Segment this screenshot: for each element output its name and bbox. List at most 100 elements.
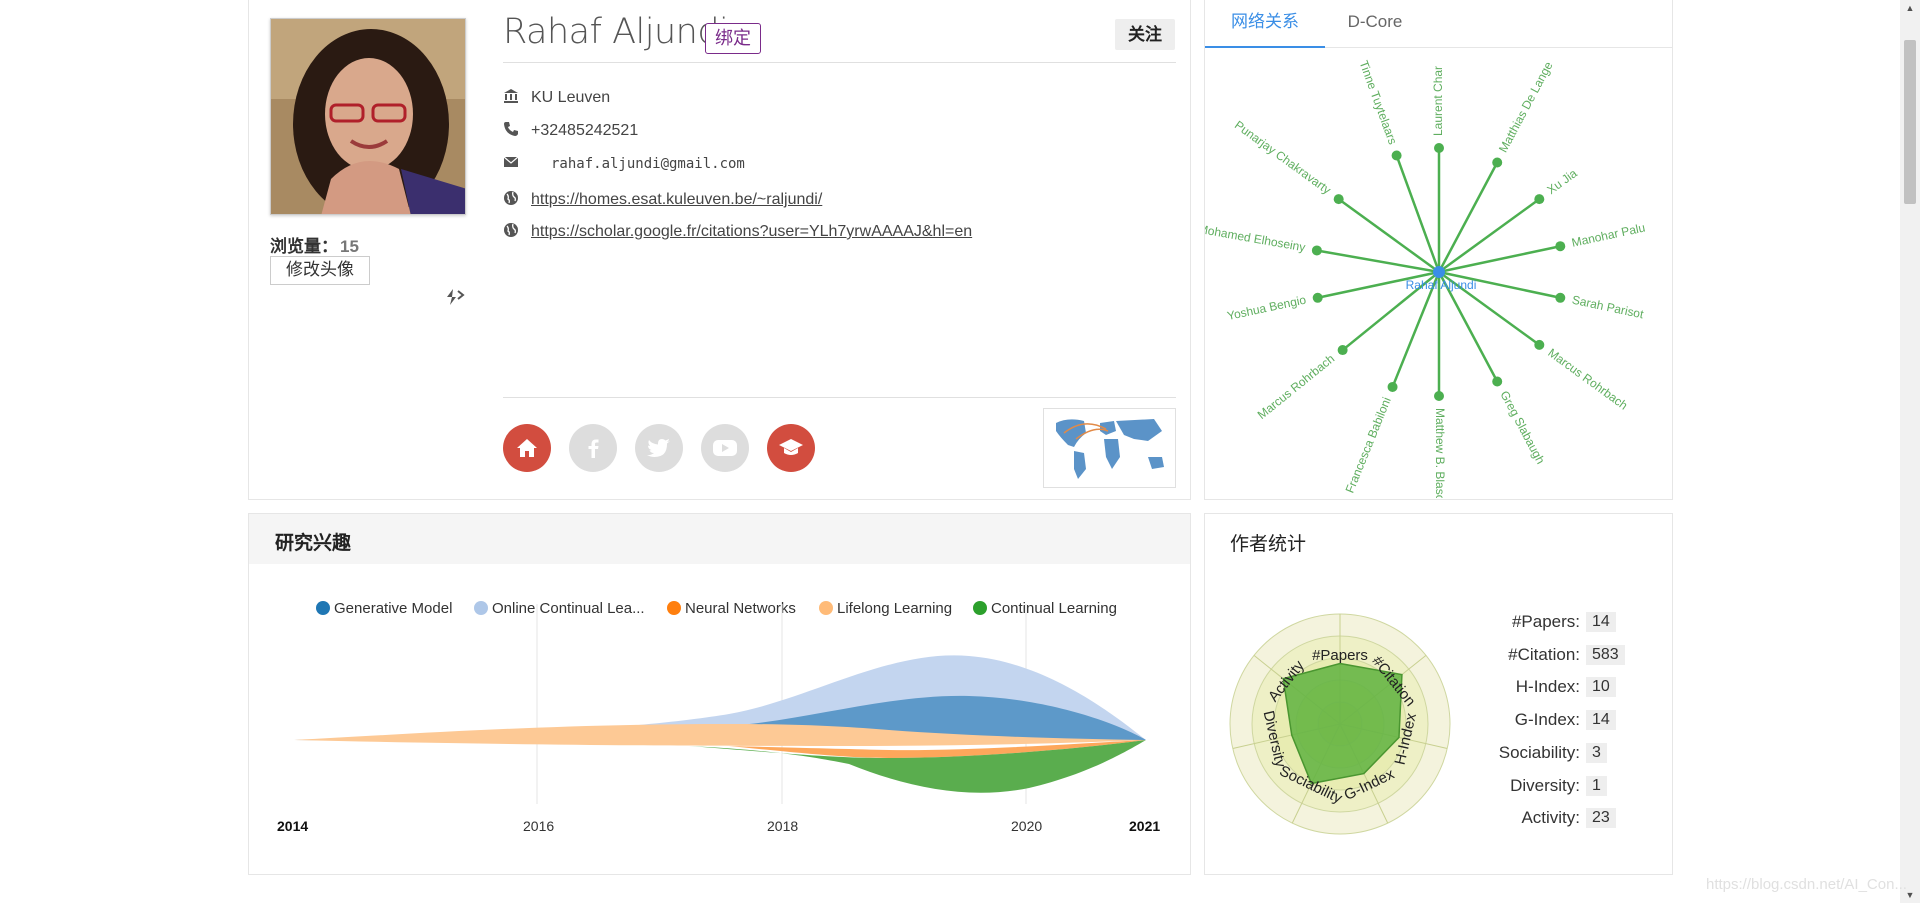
network-node[interactable]	[1555, 241, 1566, 252]
network-link	[1438, 270, 1541, 346]
legend-item[interactable]: Online Continual Lea...	[474, 598, 645, 618]
envelope-icon	[503, 155, 531, 173]
network-node[interactable]	[1337, 345, 1348, 356]
stat-value: 1	[1586, 775, 1607, 796]
stat-label: Activity:	[1521, 808, 1580, 828]
legend-item[interactable]: Generative Model	[316, 598, 452, 618]
x-tick-label: 2021	[1129, 818, 1160, 834]
scroll-up-icon[interactable]: ▲	[1905, 3, 1915, 13]
network-graph[interactable]: Laurent Char Matthias De Lange Xu Jia Manoh…	[1205, 48, 1674, 498]
scroll-thumb[interactable]	[1904, 40, 1916, 204]
stat-value: 3	[1586, 742, 1607, 763]
phone-icon	[503, 121, 531, 141]
network-link	[1438, 270, 1561, 300]
network-node[interactable]	[1387, 381, 1398, 392]
legend-item[interactable]: Continual Learning	[973, 598, 1117, 618]
network-node[interactable]	[1391, 150, 1402, 161]
twitter-icon[interactable]	[635, 424, 683, 472]
legend-item[interactable]: Neural Networks	[667, 598, 796, 618]
network-node[interactable]	[1434, 391, 1444, 401]
follow-button[interactable]: 关注	[1115, 19, 1175, 50]
views-label: 浏览量：	[270, 237, 338, 256]
network-node[interactable]	[1312, 292, 1323, 303]
phone-row: +32485242521	[503, 119, 638, 143]
legend-dot	[667, 601, 681, 615]
network-node-label[interactable]: Manohar Palu	[1570, 221, 1646, 250]
stat-value: 14	[1586, 612, 1616, 632]
network-node[interactable]	[1492, 376, 1503, 387]
network-link	[1337, 198, 1440, 274]
network-node[interactable]	[1534, 194, 1545, 205]
network-node-label[interactable]: Francesca Babiloni	[1343, 395, 1394, 495]
youtube-icon[interactable]	[701, 424, 749, 472]
bind-button[interactable]: 绑定	[705, 23, 761, 54]
network-node[interactable]	[1555, 292, 1566, 303]
scholar-row: https://scholar.google.fr/citations?user…	[503, 220, 972, 244]
home-icon[interactable]	[503, 424, 551, 472]
institution-icon	[503, 88, 531, 108]
legend-dot	[474, 601, 488, 615]
homepage-link[interactable]: https://homes.esat.kuleuven.be/~raljundi…	[531, 191, 823, 208]
radar-chart[interactable]: #Papers #CitationH-IndexG-IndexSociabilit…	[1225, 609, 1455, 839]
stat-value: 14	[1586, 710, 1616, 731]
network-node[interactable]	[1311, 245, 1322, 256]
scholar-link[interactable]: https://scholar.google.fr/citations?user…	[531, 223, 973, 240]
stats-title: 作者统计	[1230, 534, 1307, 555]
stream-continual-learning[interactable]	[689, 740, 1146, 793]
stream-neural-networks[interactable]	[729, 740, 1146, 758]
edit-avatar-button[interactable]: 修改头像	[270, 256, 370, 285]
network-node[interactable]	[1333, 194, 1344, 205]
legend-label: Online Continual Lea...	[492, 599, 645, 617]
tab-d-core[interactable]: D-Core	[1347, 12, 1403, 31]
homepage-row: https://homes.esat.kuleuven.be/~raljundi…	[503, 188, 822, 212]
network-node-label[interactable]: Greg Slabaugh	[1497, 388, 1547, 466]
network-link	[1437, 161, 1499, 273]
network-node-label[interactable]: Marcus Rohrbach	[1545, 346, 1630, 413]
stat-label: #Papers:	[1511, 612, 1580, 631]
legend-item[interactable]: Lifelong Learning	[819, 598, 952, 618]
legend-label: Generative Model	[334, 599, 453, 617]
stat-row: Activity: 23	[1455, 807, 1616, 829]
divider	[503, 62, 1176, 63]
facebook-icon[interactable]	[569, 424, 617, 472]
network-node-label[interactable]: Matthew B. Blaschko	[1433, 408, 1447, 498]
stat-label: #Citation:	[1508, 644, 1580, 664]
network-node-label[interactable]: Xu Jia	[1544, 166, 1579, 197]
network-node-label[interactable]: Mohamed Elhoseiny	[1205, 222, 1306, 255]
scroll-down-icon[interactable]: ▼	[1905, 890, 1915, 900]
network-node-label[interactable]: Punarjay Chakravarty	[1232, 118, 1334, 197]
network-node-label[interactable]: Laurent Char	[1431, 66, 1445, 136]
network-node-label[interactable]: Marcus Rohrbach	[1255, 352, 1337, 422]
legend-label: Continual Learning	[991, 599, 1117, 617]
world-map[interactable]	[1043, 408, 1176, 488]
author-name: Rahaf Aljundi	[503, 12, 729, 52]
view-count: 浏览量： 15	[270, 232, 359, 257]
network-node-label[interactable]: Yoshua Bengio	[1226, 293, 1308, 323]
network-node[interactable]	[1492, 157, 1503, 168]
watermark: https://blog.csdn.net/AI_Con...	[1706, 876, 1907, 893]
x-tick-label: 2016	[523, 818, 554, 834]
stream-lifelong-learning[interactable]	[294, 724, 1146, 746]
network-node-label[interactable]: Tinne Tuytelaars	[1356, 59, 1399, 147]
network-link	[1317, 270, 1440, 300]
network-node[interactable]	[1534, 339, 1545, 350]
profile-panel: 浏览量： 15 修改头像 Rahaf Aljundi 绑定 关注 KU Leuve…	[248, 0, 1191, 500]
stat-value: 10	[1586, 677, 1616, 698]
swap-icon[interactable]	[444, 286, 466, 308]
network-link	[1391, 271, 1441, 388]
tab-network[interactable]: 网络关系	[1205, 0, 1325, 48]
network-node-label[interactable]: Matthias De Lange	[1496, 59, 1556, 155]
graduation-cap-icon[interactable]	[767, 424, 815, 472]
stat-label: G-Index:	[1514, 710, 1580, 730]
network-node-label[interactable]: Sarah Parisot	[1571, 293, 1646, 322]
radar-area	[1282, 662, 1403, 785]
interest-streamgraph[interactable]: 2014 2016 2018 2020 2021	[249, 574, 1190, 874]
radar-axis-label: #Papers	[1312, 647, 1368, 664]
stat-row: G-Index: 14	[1455, 709, 1616, 731]
stream-generative-model[interactable]	[294, 695, 1146, 743]
scrollbar[interactable]: ▲ ▼	[1900, 0, 1920, 903]
network-node[interactable]	[1434, 143, 1444, 153]
network-center-node[interactable]	[1433, 266, 1445, 278]
email-text[interactable]: rahaf.aljundi@gmail.com	[551, 156, 745, 172]
